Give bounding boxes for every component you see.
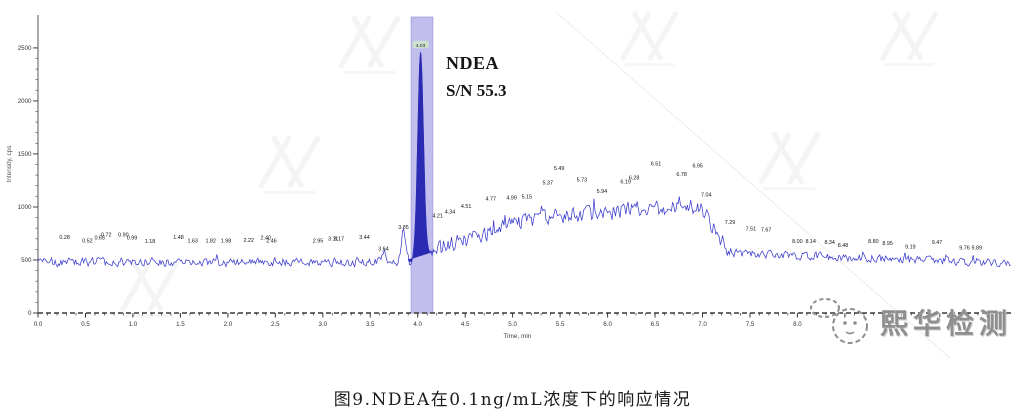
svg-text:8.14: 8.14: [805, 239, 816, 245]
svg-text:5.49: 5.49: [554, 166, 565, 172]
svg-text:5.94: 5.94: [597, 189, 608, 195]
svg-text:1500: 1500: [18, 151, 32, 158]
svg-text:4.21: 4.21: [432, 214, 443, 220]
svg-text:8.00: 8.00: [792, 239, 803, 245]
peak-annotation-sn: S/N 55.3: [446, 80, 507, 100]
svg-text:7.51: 7.51: [746, 226, 757, 232]
svg-text:6.51: 6.51: [651, 162, 662, 168]
svg-text:3.17: 3.17: [334, 236, 345, 242]
svg-text:9.76: 9.76: [959, 245, 970, 251]
svg-text:0.72: 0.72: [101, 233, 112, 239]
peak-annotation: NDEA S/N 55.3: [446, 52, 506, 101]
svg-text:2000: 2000: [18, 98, 32, 105]
svg-text:9.19: 9.19: [905, 244, 916, 250]
svg-text:1.5: 1.5: [176, 321, 185, 328]
svg-text:8.48: 8.48: [838, 243, 849, 249]
svg-text:5.73: 5.73: [577, 178, 588, 184]
svg-text:1.82: 1.82: [206, 239, 217, 245]
svg-text:7.04: 7.04: [701, 192, 712, 198]
svg-text:4.5: 4.5: [461, 321, 470, 328]
svg-text:7.67: 7.67: [761, 227, 772, 233]
svg-text:4.03: 4.03: [416, 43, 426, 49]
svg-text:4.51: 4.51: [461, 204, 472, 210]
svg-text:6.28: 6.28: [629, 175, 640, 181]
svg-text:1.0: 1.0: [129, 321, 138, 328]
svg-text:1000: 1000: [18, 204, 32, 211]
svg-text:7.29: 7.29: [725, 220, 736, 226]
svg-text:8.0: 8.0: [793, 321, 802, 328]
svg-text:9.89: 9.89: [972, 245, 983, 251]
svg-text:2.22: 2.22: [243, 238, 254, 244]
svg-text:5.15: 5.15: [522, 195, 533, 201]
svg-text:5.0: 5.0: [508, 321, 517, 328]
svg-text:500: 500: [21, 257, 32, 264]
svg-text:2.5: 2.5: [271, 321, 280, 328]
svg-text:6.95: 6.95: [692, 164, 703, 170]
svg-text:3.11: 3.11: [328, 236, 338, 242]
svg-text:Time, min: Time, min: [503, 333, 531, 340]
svg-text:4.77: 4.77: [486, 197, 497, 203]
svg-text:3.85: 3.85: [398, 225, 409, 231]
svg-text:7.0: 7.0: [698, 321, 707, 328]
svg-text:0.5: 0.5: [81, 321, 90, 328]
svg-text:9.47: 9.47: [932, 240, 943, 246]
figure-caption: 图9.NDEA在0.1ng/mL浓度下的响应情况: [333, 390, 692, 410]
svg-text:2.40: 2.40: [261, 235, 272, 241]
svg-text:6.5: 6.5: [651, 321, 660, 328]
svg-text:6.19: 6.19: [620, 180, 631, 186]
svg-text:6.78: 6.78: [676, 172, 687, 178]
svg-text:Intensity, cps: Intensity, cps: [6, 146, 13, 183]
svg-text:1.98: 1.98: [221, 239, 232, 245]
svg-text:1.63: 1.63: [187, 239, 198, 245]
svg-text:0.0: 0.0: [34, 321, 43, 328]
svg-text:1.18: 1.18: [145, 239, 156, 245]
svg-text:0: 0: [28, 310, 32, 317]
svg-text:4.0: 4.0: [413, 321, 422, 328]
svg-text:0.52: 0.52: [82, 239, 93, 245]
svg-text:0.65: 0.65: [94, 235, 105, 241]
svg-text:5.5: 5.5: [556, 321, 565, 328]
svg-text:3.0: 3.0: [318, 321, 327, 328]
svg-text:7.5: 7.5: [746, 321, 755, 328]
svg-text:0.28: 0.28: [59, 235, 70, 241]
svg-text:2.95: 2.95: [313, 239, 324, 245]
svg-text:2500: 2500: [18, 45, 32, 52]
peak-annotation-analyte: NDEA: [446, 53, 500, 73]
svg-text:4.34: 4.34: [445, 209, 456, 215]
svg-text:4.99: 4.99: [506, 196, 517, 202]
svg-text:8.95: 8.95: [882, 241, 893, 247]
svg-text:2.0: 2.0: [224, 321, 233, 328]
svg-text:0.99: 0.99: [127, 235, 138, 241]
svg-text:8.34: 8.34: [824, 240, 835, 246]
svg-text:0.90: 0.90: [118, 233, 129, 239]
svg-text:3.64: 3.64: [378, 246, 389, 252]
svg-text:6.0: 6.0: [603, 321, 612, 328]
chromatogram-plot: 0.0 0.5 1.0 1.5 2.0 2.5 3.0 3.5 4.0 4.5 5.0 5.5 6.0 6…: [6, 11, 1011, 359]
svg-text:3.5: 3.5: [366, 321, 375, 328]
svg-text:8.80: 8.80: [868, 239, 879, 245]
svg-text:5.37: 5.37: [543, 181, 554, 187]
svg-text:2.46: 2.46: [266, 239, 277, 245]
svg-text:3.44: 3.44: [359, 235, 370, 241]
svg-text:1.48: 1.48: [173, 235, 184, 241]
